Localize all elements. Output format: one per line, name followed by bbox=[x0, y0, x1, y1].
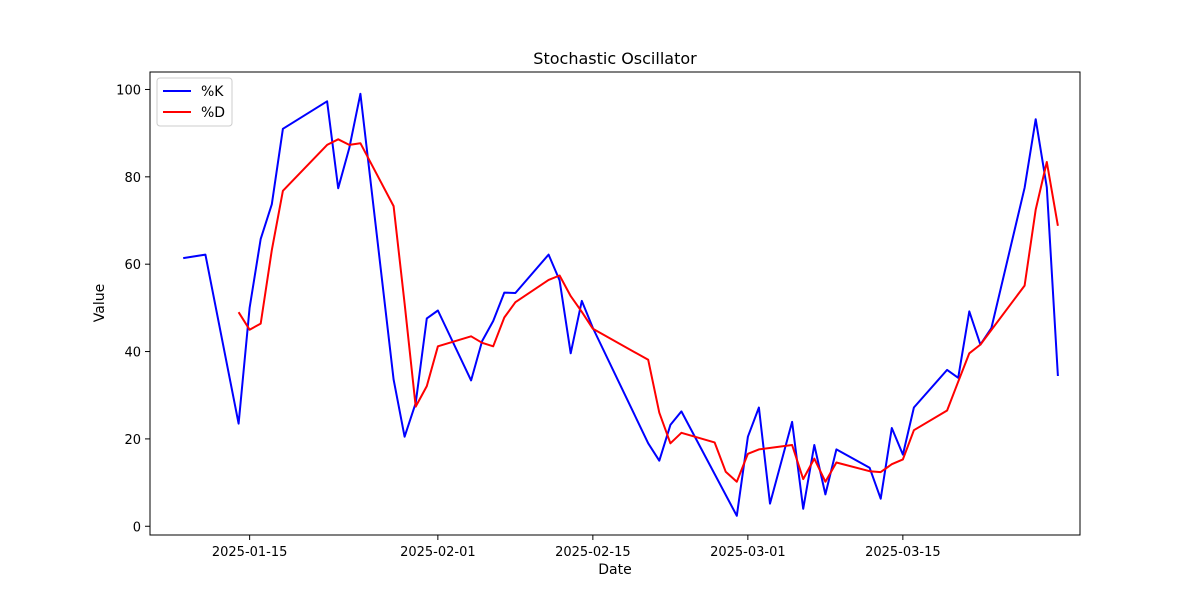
y-axis-ticks: 0 20 40 60 80 100 bbox=[116, 83, 150, 535]
y-axis-label: Value bbox=[92, 284, 108, 322]
x-axis-ticks: 2025-01-15 2025-02-01 2025-02-15 2025-03-01… bbox=[212, 535, 941, 560]
axes-frame bbox=[149, 71, 1081, 536]
chart-title: Stochastic Oscillator bbox=[533, 49, 697, 68]
x-axis-label: Date bbox=[598, 562, 631, 578]
x-tick-label: 2025-01-15 bbox=[212, 545, 288, 560]
x-tick-label: 2025-03-15 bbox=[865, 545, 941, 560]
y-tick-label: 80 bbox=[124, 171, 141, 186]
y-tick-label: 40 bbox=[124, 346, 141, 361]
series-line-d bbox=[237, 138, 1059, 483]
legend-label-k: %K bbox=[201, 84, 224, 100]
x-tick-label: 2025-03-01 bbox=[710, 545, 786, 560]
x-tick-label: 2025-02-15 bbox=[555, 545, 631, 560]
legend: %K %D bbox=[156, 77, 233, 127]
x-tick-label: 2025-02-01 bbox=[400, 545, 476, 560]
y-tick-label: 100 bbox=[116, 83, 141, 98]
y-tick-label: 20 bbox=[124, 433, 141, 448]
plot-lines bbox=[183, 92, 1059, 517]
series-line-k bbox=[183, 92, 1059, 517]
y-tick-label: 0 bbox=[133, 520, 141, 535]
legend-label-d: %D bbox=[201, 105, 225, 121]
y-tick-label: 60 bbox=[124, 258, 141, 273]
